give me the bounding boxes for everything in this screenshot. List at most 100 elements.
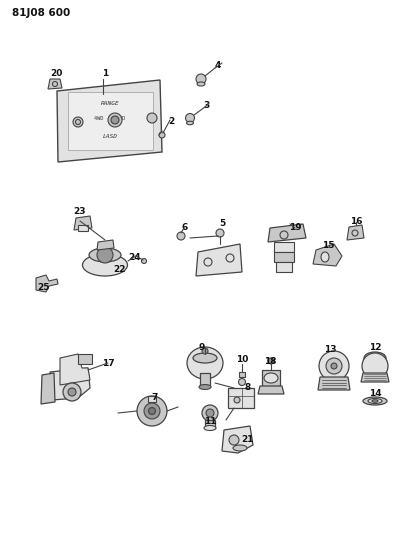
Polygon shape <box>97 240 114 250</box>
Circle shape <box>177 232 185 240</box>
Text: 19: 19 <box>289 222 301 231</box>
Text: 9: 9 <box>199 343 205 352</box>
Polygon shape <box>268 224 306 242</box>
Ellipse shape <box>197 82 205 86</box>
Ellipse shape <box>204 425 216 431</box>
Circle shape <box>63 383 81 401</box>
Text: 3: 3 <box>204 101 210 109</box>
Circle shape <box>108 113 122 127</box>
Text: 7: 7 <box>152 393 158 402</box>
Text: LASD: LASD <box>103 134 118 139</box>
Text: 15: 15 <box>322 240 334 249</box>
Polygon shape <box>60 354 90 385</box>
Text: 24: 24 <box>129 254 141 262</box>
Bar <box>262 370 280 386</box>
Circle shape <box>147 113 157 123</box>
Text: 23: 23 <box>74 207 86 216</box>
Text: 20: 20 <box>50 69 62 78</box>
Circle shape <box>216 229 224 237</box>
Circle shape <box>326 358 342 374</box>
Circle shape <box>362 353 388 379</box>
Bar <box>276 262 292 272</box>
Ellipse shape <box>199 384 211 390</box>
Circle shape <box>319 351 349 381</box>
Ellipse shape <box>372 400 378 402</box>
Polygon shape <box>318 377 350 390</box>
Circle shape <box>331 363 337 369</box>
Ellipse shape <box>193 353 217 363</box>
Text: 8: 8 <box>245 384 251 392</box>
Text: 18: 18 <box>264 358 276 367</box>
Bar <box>68 92 153 150</box>
Circle shape <box>202 348 208 354</box>
Ellipse shape <box>187 347 223 379</box>
Text: 2: 2 <box>168 117 174 126</box>
Circle shape <box>141 259 147 263</box>
Circle shape <box>73 117 83 127</box>
Ellipse shape <box>264 373 278 383</box>
Text: 21: 21 <box>242 435 254 445</box>
Ellipse shape <box>363 397 387 405</box>
Circle shape <box>97 247 113 263</box>
Circle shape <box>185 114 194 123</box>
Circle shape <box>111 116 119 124</box>
Bar <box>200 373 210 387</box>
Text: 25: 25 <box>38 284 50 293</box>
Bar <box>239 372 245 377</box>
Text: 4: 4 <box>215 61 221 70</box>
Circle shape <box>196 74 206 84</box>
Text: 22: 22 <box>114 265 126 274</box>
Text: 1: 1 <box>102 69 108 78</box>
Circle shape <box>144 403 160 419</box>
Circle shape <box>149 408 156 415</box>
Circle shape <box>280 231 288 239</box>
Polygon shape <box>313 244 342 266</box>
Bar <box>274 252 294 262</box>
Text: 14: 14 <box>369 390 381 399</box>
Bar <box>205 420 215 428</box>
Circle shape <box>68 388 76 396</box>
Polygon shape <box>347 225 364 240</box>
Text: 13: 13 <box>324 344 336 353</box>
Bar <box>78 225 88 231</box>
Circle shape <box>159 132 165 138</box>
Ellipse shape <box>368 399 382 403</box>
Text: 16: 16 <box>350 217 362 227</box>
Ellipse shape <box>321 252 329 262</box>
Circle shape <box>202 405 218 421</box>
Polygon shape <box>36 275 58 292</box>
Ellipse shape <box>187 121 194 125</box>
Text: RANGE: RANGE <box>101 101 119 106</box>
Bar <box>274 242 294 252</box>
Ellipse shape <box>82 254 128 276</box>
Ellipse shape <box>89 248 121 262</box>
Circle shape <box>137 396 167 426</box>
Text: 11: 11 <box>204 417 216 426</box>
Polygon shape <box>258 386 284 394</box>
Text: 5: 5 <box>219 220 225 229</box>
Text: 6: 6 <box>182 222 188 231</box>
Polygon shape <box>57 80 162 162</box>
Bar <box>78 354 92 364</box>
Polygon shape <box>50 368 90 400</box>
Bar <box>148 396 156 402</box>
Circle shape <box>238 378 246 385</box>
Polygon shape <box>222 426 253 453</box>
Text: 10: 10 <box>236 356 248 365</box>
Polygon shape <box>74 216 92 230</box>
Circle shape <box>206 409 214 417</box>
Text: 12: 12 <box>369 343 381 352</box>
Text: 81J08 600: 81J08 600 <box>12 8 70 18</box>
Text: 4WD    4WD: 4WD 4WD <box>95 116 126 121</box>
Text: 17: 17 <box>102 359 114 367</box>
Polygon shape <box>41 373 55 404</box>
Ellipse shape <box>233 445 247 451</box>
Circle shape <box>268 358 274 364</box>
Polygon shape <box>196 244 242 276</box>
Ellipse shape <box>364 352 386 364</box>
Polygon shape <box>48 79 62 89</box>
Bar <box>228 388 254 408</box>
Circle shape <box>234 397 240 403</box>
Circle shape <box>229 435 239 445</box>
Polygon shape <box>361 373 389 382</box>
